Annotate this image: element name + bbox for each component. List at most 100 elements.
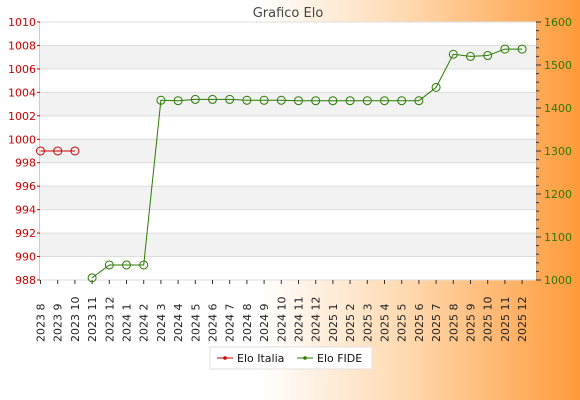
chart-title: Grafico Elo (253, 6, 324, 21)
left-axis: 988 990 992 994 996 998 1000 1002 1004 1006 1008 10… (8, 16, 40, 287)
legend-label-elo-italia: Elo Italia (237, 352, 284, 365)
left-tick-label: 1010 (8, 16, 36, 29)
data-point-elo-fide (397, 96, 407, 106)
left-tick-label: 996 (15, 180, 36, 193)
data-point-elo-italia (36, 146, 45, 156)
x-tick-label: 2025 3 (361, 304, 374, 343)
series-layer (36, 44, 527, 283)
grid-bands (40, 21, 536, 281)
data-point-elo-fide (276, 95, 286, 105)
data-point-elo-fide (431, 82, 441, 92)
right-tick-label: 1200 (544, 188, 572, 201)
x-tick-label: 2025 7 (430, 304, 443, 343)
data-point-elo-fide (517, 44, 527, 54)
x-tick-label: 2024 12 (310, 297, 323, 343)
left-tick-label: 1002 (8, 110, 36, 123)
grid-band (40, 115, 536, 140)
data-point-elo-fide (362, 96, 372, 106)
x-tick-label: 2024 3 (155, 304, 168, 343)
x-tick-label: 2024 2 (138, 304, 151, 343)
data-point-elo-fide (156, 95, 166, 105)
legend-marker-elo-fide (303, 356, 307, 360)
data-point-elo-fide (104, 260, 114, 270)
x-tick-label: 2023 12 (103, 297, 116, 343)
data-point-elo-italia (70, 146, 80, 156)
data-point-elo-fide (448, 49, 458, 59)
data-point-elo-fide (294, 96, 303, 106)
left-tick-label: 1004 (8, 86, 36, 99)
data-point-elo-fide (122, 260, 131, 270)
legend-box (209, 346, 373, 370)
data-point-elo-fide (466, 51, 475, 61)
grid-band (40, 22, 536, 46)
grid-band (40, 256, 536, 280)
x-tick-label: 2025 10 (482, 297, 495, 343)
x-tick-label: 2024 9 (258, 304, 271, 343)
data-point-elo-fide (259, 95, 269, 105)
x-tick-label: 2024 11 (293, 297, 306, 343)
x-tick-label: 2024 6 (207, 304, 220, 343)
right-tick-label: 1600 (544, 16, 572, 29)
data-point-elo-fide (345, 96, 355, 106)
left-tick-label: 992 (15, 227, 36, 240)
right-tick-label: 1000 (544, 274, 572, 287)
data-point-elo-fide (173, 96, 183, 106)
x-tick-label: 2024 4 (172, 304, 185, 343)
x-tick-label: 2024 10 (275, 297, 288, 343)
data-point-elo-fide (483, 51, 493, 61)
grid-band (40, 45, 536, 69)
data-point-elo-fide (139, 260, 149, 270)
data-point-elo-fide (208, 94, 217, 104)
grid-band (40, 139, 536, 163)
series-line-elo-fide (91, 48, 523, 279)
left-tick-label: 988 (15, 274, 36, 287)
x-tick-label: 2023 8 (35, 304, 48, 343)
left-tick-label: 1008 (8, 39, 36, 52)
x-tick-label: 2024 1 (121, 304, 134, 343)
right-axis: 1000 1100 1200 1300 1400 1500 1600 (536, 16, 572, 287)
grid-band (40, 233, 536, 257)
x-tick-label: 2025 12 (516, 297, 529, 343)
x-tick-label: 2025 5 (396, 304, 409, 343)
left-tick-label: 994 (15, 204, 36, 217)
right-tick-label: 1500 (544, 59, 572, 72)
data-point-elo-fide (311, 96, 321, 106)
grid-band (40, 92, 536, 116)
data-point-elo-fide (328, 96, 338, 106)
x-tick-label: 2023 10 (69, 297, 82, 343)
data-point-elo-italia (53, 146, 63, 156)
x-tick-label: 2025 11 (499, 296, 512, 342)
data-point-elo-fide (500, 44, 510, 54)
x-tick-label: 2025 1 (327, 304, 340, 343)
x-tick-label: 2025 4 (379, 304, 392, 343)
x-tick-label: 2023 9 (52, 304, 65, 343)
grid-band (40, 186, 536, 210)
left-tick-label: 998 (15, 157, 36, 170)
legend: Elo Italia Elo FIDE (209, 346, 373, 370)
x-tick-label: 2025 6 (413, 304, 426, 343)
data-point-elo-fide (380, 96, 389, 106)
data-point-elo-fide (87, 273, 97, 283)
data-point-elo-fide (242, 95, 252, 105)
grid-band (40, 162, 536, 187)
right-tick-label: 1400 (544, 102, 572, 115)
x-tick-label: 2025 9 (465, 304, 478, 343)
data-point-elo-fide (190, 94, 200, 104)
x-tick-label: 2024 7 (224, 304, 237, 343)
x-tick-label: 2025 8 (447, 304, 460, 343)
x-tick-label: 2024 8 (241, 304, 254, 343)
x-tick-label: 2024 5 (189, 304, 202, 343)
right-tick-label: 1300 (544, 145, 572, 158)
right-tick-label: 1100 (544, 231, 572, 244)
grid-band (40, 209, 536, 234)
left-tick-label: 990 (15, 251, 36, 264)
data-point-elo-fide (225, 94, 235, 104)
grid-band (40, 68, 536, 93)
legend-marker-elo-italia (223, 356, 227, 360)
data-point-elo-fide (414, 96, 424, 106)
left-tick-label: 1006 (8, 63, 36, 76)
left-tick-label: 1000 (8, 133, 36, 146)
legend-label-elo-fide: Elo FIDE (317, 352, 362, 365)
